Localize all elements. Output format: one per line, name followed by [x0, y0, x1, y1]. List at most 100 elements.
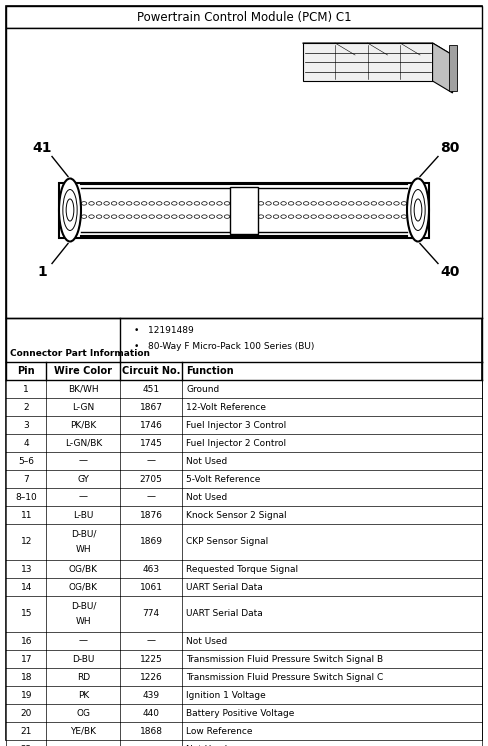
Ellipse shape: [333, 215, 339, 219]
Bar: [6, 380, 482, 398]
Text: 1876: 1876: [140, 510, 163, 519]
Text: 19: 19: [20, 691, 32, 700]
Ellipse shape: [364, 201, 369, 205]
Text: Function: Function: [186, 366, 234, 376]
Ellipse shape: [164, 201, 169, 205]
Text: WH: WH: [76, 545, 91, 554]
Ellipse shape: [96, 215, 102, 219]
Ellipse shape: [134, 201, 140, 205]
Text: —: —: [79, 745, 88, 746]
Text: 11: 11: [20, 510, 32, 519]
Text: •   80-Way F Micro-Pack 100 Series (BU): • 80-Way F Micro-Pack 100 Series (BU): [134, 342, 315, 351]
Text: 5–6: 5–6: [18, 457, 34, 466]
Text: PK/BK: PK/BK: [70, 421, 97, 430]
Text: Transmission Fluid Pressure Switch Signal B: Transmission Fluid Pressure Switch Signa…: [186, 654, 383, 663]
Text: Wire Color: Wire Color: [54, 366, 112, 376]
Ellipse shape: [311, 201, 316, 205]
Text: PK: PK: [78, 691, 89, 700]
Text: 439: 439: [142, 691, 160, 700]
Ellipse shape: [348, 215, 354, 219]
Ellipse shape: [202, 201, 207, 205]
Text: —: —: [79, 636, 88, 645]
Ellipse shape: [281, 215, 286, 219]
Ellipse shape: [142, 215, 147, 219]
Text: Not Used: Not Used: [186, 636, 227, 645]
Text: 22: 22: [20, 745, 32, 746]
Ellipse shape: [407, 178, 429, 242]
Polygon shape: [303, 43, 452, 55]
Text: GY: GY: [78, 474, 89, 483]
Bar: [448, 45, 457, 91]
Ellipse shape: [104, 201, 109, 205]
Ellipse shape: [104, 215, 109, 219]
Text: Not Used: Not Used: [186, 492, 227, 501]
Text: —: —: [147, 492, 156, 501]
Text: 3: 3: [23, 421, 29, 430]
Ellipse shape: [96, 201, 102, 205]
Text: UART Serial Data: UART Serial Data: [186, 583, 263, 592]
Bar: [6, 524, 482, 560]
Ellipse shape: [371, 201, 377, 205]
Text: YE/BK: YE/BK: [70, 727, 96, 736]
Ellipse shape: [209, 201, 215, 205]
Text: 7: 7: [23, 474, 29, 483]
Ellipse shape: [194, 201, 200, 205]
Ellipse shape: [356, 215, 362, 219]
Text: OG/BK: OG/BK: [69, 565, 98, 574]
Text: Fuel Injector 3 Control: Fuel Injector 3 Control: [186, 421, 286, 430]
Ellipse shape: [356, 201, 362, 205]
Ellipse shape: [179, 201, 184, 205]
Bar: [230, 186, 258, 233]
Ellipse shape: [258, 215, 264, 219]
Text: 16: 16: [20, 636, 32, 645]
Ellipse shape: [296, 201, 302, 205]
Ellipse shape: [348, 201, 354, 205]
Text: Low Reference: Low Reference: [186, 727, 253, 736]
Text: WH: WH: [76, 618, 91, 627]
Text: 4: 4: [23, 439, 29, 448]
Text: 12: 12: [20, 538, 32, 547]
Ellipse shape: [273, 215, 279, 219]
Ellipse shape: [326, 215, 331, 219]
Text: 1746: 1746: [140, 421, 163, 430]
Text: 1: 1: [23, 384, 29, 393]
Text: D-BU/: D-BU/: [71, 530, 96, 539]
Ellipse shape: [164, 215, 169, 219]
Ellipse shape: [157, 215, 162, 219]
Text: Ground: Ground: [186, 384, 220, 393]
Text: BK/WH: BK/WH: [68, 384, 99, 393]
Text: •   12191489: • 12191489: [134, 326, 194, 335]
Ellipse shape: [273, 201, 279, 205]
Ellipse shape: [341, 215, 346, 219]
Text: OG: OG: [76, 709, 90, 718]
Text: L-GN/BK: L-GN/BK: [65, 439, 102, 448]
Ellipse shape: [209, 215, 215, 219]
Text: Not Used: Not Used: [186, 745, 227, 746]
Ellipse shape: [119, 201, 124, 205]
Text: Ignition 1 Voltage: Ignition 1 Voltage: [186, 691, 266, 700]
Bar: [6, 704, 482, 722]
Text: 463: 463: [142, 565, 160, 574]
Ellipse shape: [266, 215, 271, 219]
Ellipse shape: [311, 215, 316, 219]
Text: Knock Sensor 2 Signal: Knock Sensor 2 Signal: [186, 510, 287, 519]
Ellipse shape: [111, 201, 117, 205]
Text: 1: 1: [37, 265, 47, 278]
Ellipse shape: [401, 215, 407, 219]
Ellipse shape: [379, 201, 384, 205]
Bar: [6, 632, 482, 650]
Text: CKP Sensor Signal: CKP Sensor Signal: [186, 538, 268, 547]
Text: 14: 14: [20, 583, 32, 592]
Polygon shape: [303, 43, 432, 81]
Text: —: —: [147, 457, 156, 466]
Bar: [6, 722, 482, 740]
Ellipse shape: [126, 201, 132, 205]
Text: 1226: 1226: [140, 672, 163, 682]
Text: Circuit No.: Circuit No.: [122, 366, 181, 376]
Bar: [6, 668, 482, 686]
Text: —: —: [147, 636, 156, 645]
Bar: [6, 560, 482, 578]
Ellipse shape: [142, 201, 147, 205]
Ellipse shape: [326, 201, 331, 205]
Text: Transmission Fluid Pressure Switch Signal C: Transmission Fluid Pressure Switch Signa…: [186, 672, 384, 682]
